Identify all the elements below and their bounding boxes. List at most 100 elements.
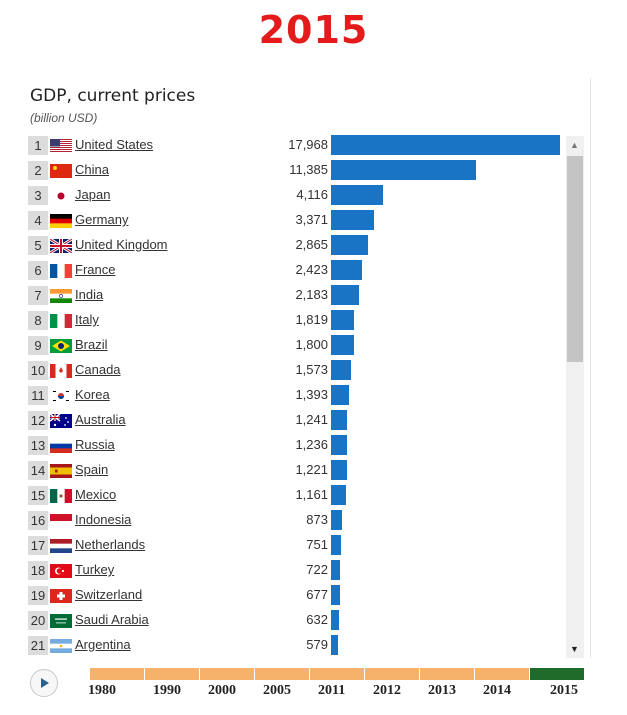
- bar[interactable]: [331, 235, 368, 255]
- table-row[interactable]: 12 Australia 1,241: [28, 410, 558, 430]
- table-row[interactable]: 5 United Kingdom 2,865: [28, 235, 558, 255]
- timeline-segment[interactable]: [530, 668, 584, 680]
- timeline-segment[interactable]: [255, 668, 309, 680]
- country-link[interactable]: United States: [75, 137, 154, 152]
- bar[interactable]: [331, 260, 362, 280]
- value-label: 751: [306, 537, 328, 552]
- country-link[interactable]: Netherlands: [75, 537, 146, 552]
- table-row[interactable]: 4 Germany 3,371: [28, 210, 558, 230]
- timeline-segment[interactable]: [475, 668, 529, 680]
- flag-fr-icon: [50, 264, 72, 278]
- table-row[interactable]: 19 Switzerland 677: [28, 585, 558, 605]
- table-row[interactable]: 13 Russia 1,236: [28, 435, 558, 455]
- country-link[interactable]: Germany: [75, 212, 129, 227]
- value-label: 873: [306, 512, 328, 527]
- bar[interactable]: [331, 535, 341, 555]
- scroll-down-icon[interactable]: ▼: [570, 644, 579, 654]
- scrollbar[interactable]: ▲ ▼: [566, 136, 584, 658]
- flag-es-icon: [50, 464, 72, 478]
- timeline-year-label[interactable]: 2005: [263, 683, 291, 698]
- bar[interactable]: [331, 485, 346, 505]
- timeline-year-label[interactable]: 2012: [373, 683, 401, 698]
- timeline-year-label[interactable]: 1990: [153, 683, 181, 698]
- table-row[interactable]: 11 Korea 1,393: [28, 385, 558, 405]
- timeline-segment[interactable]: [90, 668, 144, 680]
- bar[interactable]: [331, 635, 339, 655]
- timeline-year-label[interactable]: 2015: [550, 683, 578, 698]
- bar[interactable]: [331, 385, 349, 405]
- bar[interactable]: [331, 560, 341, 580]
- scroll-thumb[interactable]: [567, 156, 583, 362]
- bar[interactable]: [331, 135, 560, 155]
- bar[interactable]: [331, 460, 347, 480]
- table-row[interactable]: 14 Spain 1,221: [28, 460, 558, 480]
- timeline-segment[interactable]: [365, 668, 419, 680]
- value-label: 1,800: [295, 337, 328, 352]
- table-row[interactable]: 21 Argentina 579: [28, 635, 558, 655]
- timeline-segment[interactable]: [145, 668, 199, 680]
- table-row[interactable]: 8 Italy 1,819: [28, 310, 558, 330]
- bar[interactable]: [331, 335, 354, 355]
- chart-subtitle: (billion USD): [30, 111, 98, 125]
- timeline-year-label[interactable]: 1980: [88, 683, 116, 698]
- timeline-segment[interactable]: [200, 668, 254, 680]
- country-link[interactable]: Canada: [75, 362, 121, 377]
- country-link[interactable]: Turkey: [75, 562, 115, 577]
- country-link[interactable]: Argentina: [75, 637, 131, 652]
- bar[interactable]: [331, 285, 359, 305]
- bar[interactable]: [331, 585, 340, 605]
- bar[interactable]: [331, 410, 347, 430]
- timeline-year-label[interactable]: 2014: [483, 683, 511, 698]
- timeline-year-label[interactable]: 2000: [208, 683, 236, 698]
- timeline-segment[interactable]: [420, 668, 474, 680]
- table-row[interactable]: 15 Mexico 1,161: [28, 485, 558, 505]
- bar[interactable]: [331, 435, 347, 455]
- flag-tr-icon: [50, 564, 72, 578]
- country-link[interactable]: United Kingdom: [75, 237, 168, 252]
- country-link[interactable]: Russia: [75, 437, 115, 452]
- country-link[interactable]: Saudi Arabia: [75, 612, 149, 627]
- bar[interactable]: [331, 360, 352, 380]
- value-label: 677: [306, 587, 328, 602]
- table-row[interactable]: 9 Brazil 1,800: [28, 335, 558, 355]
- table-row[interactable]: 10 Canada 1,573: [28, 360, 558, 380]
- table-row[interactable]: 7 India 2,183: [28, 285, 558, 305]
- flag-br-icon: [50, 339, 72, 353]
- table-row[interactable]: 18 Turkey 722: [28, 560, 558, 580]
- table-row[interactable]: 16 Indonesia 873: [28, 510, 558, 530]
- value-label: 722: [306, 562, 328, 577]
- country-link[interactable]: Spain: [75, 462, 109, 477]
- bar[interactable]: [331, 310, 355, 330]
- country-link[interactable]: India: [75, 287, 104, 302]
- country-link[interactable]: Korea: [75, 387, 110, 402]
- country-link[interactable]: Indonesia: [75, 512, 132, 527]
- rank-label: 18: [28, 561, 48, 580]
- bar[interactable]: [331, 610, 340, 630]
- table-row[interactable]: 20 Saudi Arabia 632: [28, 610, 558, 630]
- country-link[interactable]: France: [75, 262, 116, 277]
- scroll-up-icon[interactable]: ▲: [570, 140, 579, 150]
- play-button[interactable]: [30, 669, 58, 697]
- table-row[interactable]: 1 United States 17,968: [28, 135, 560, 155]
- bar[interactable]: [331, 510, 343, 530]
- value-label: 1,393: [295, 387, 328, 402]
- rank-label: 10: [28, 361, 48, 380]
- bar[interactable]: [331, 210, 374, 230]
- timeline-track[interactable]: [90, 668, 585, 680]
- country-link[interactable]: Italy: [75, 312, 99, 327]
- table-row[interactable]: 6 France 2,423: [28, 260, 558, 280]
- timeline-year-label[interactable]: 2013: [428, 683, 456, 698]
- table-row[interactable]: 2 China 11,385: [28, 160, 558, 180]
- country-link[interactable]: Australia: [75, 412, 126, 427]
- country-link[interactable]: Japan: [75, 187, 111, 202]
- country-link[interactable]: China: [75, 162, 109, 177]
- country-link[interactable]: Brazil: [75, 337, 108, 352]
- country-link[interactable]: Switzerland: [75, 587, 143, 602]
- timeline-year-label[interactable]: 2011: [318, 683, 346, 698]
- country-link[interactable]: Mexico: [75, 487, 117, 502]
- timeline-segment[interactable]: [310, 668, 364, 680]
- bar[interactable]: [331, 185, 384, 205]
- table-row[interactable]: 3 Japan 4,116: [28, 185, 558, 205]
- bar[interactable]: [331, 160, 477, 180]
- table-row[interactable]: 17 Netherlands 751: [28, 535, 558, 555]
